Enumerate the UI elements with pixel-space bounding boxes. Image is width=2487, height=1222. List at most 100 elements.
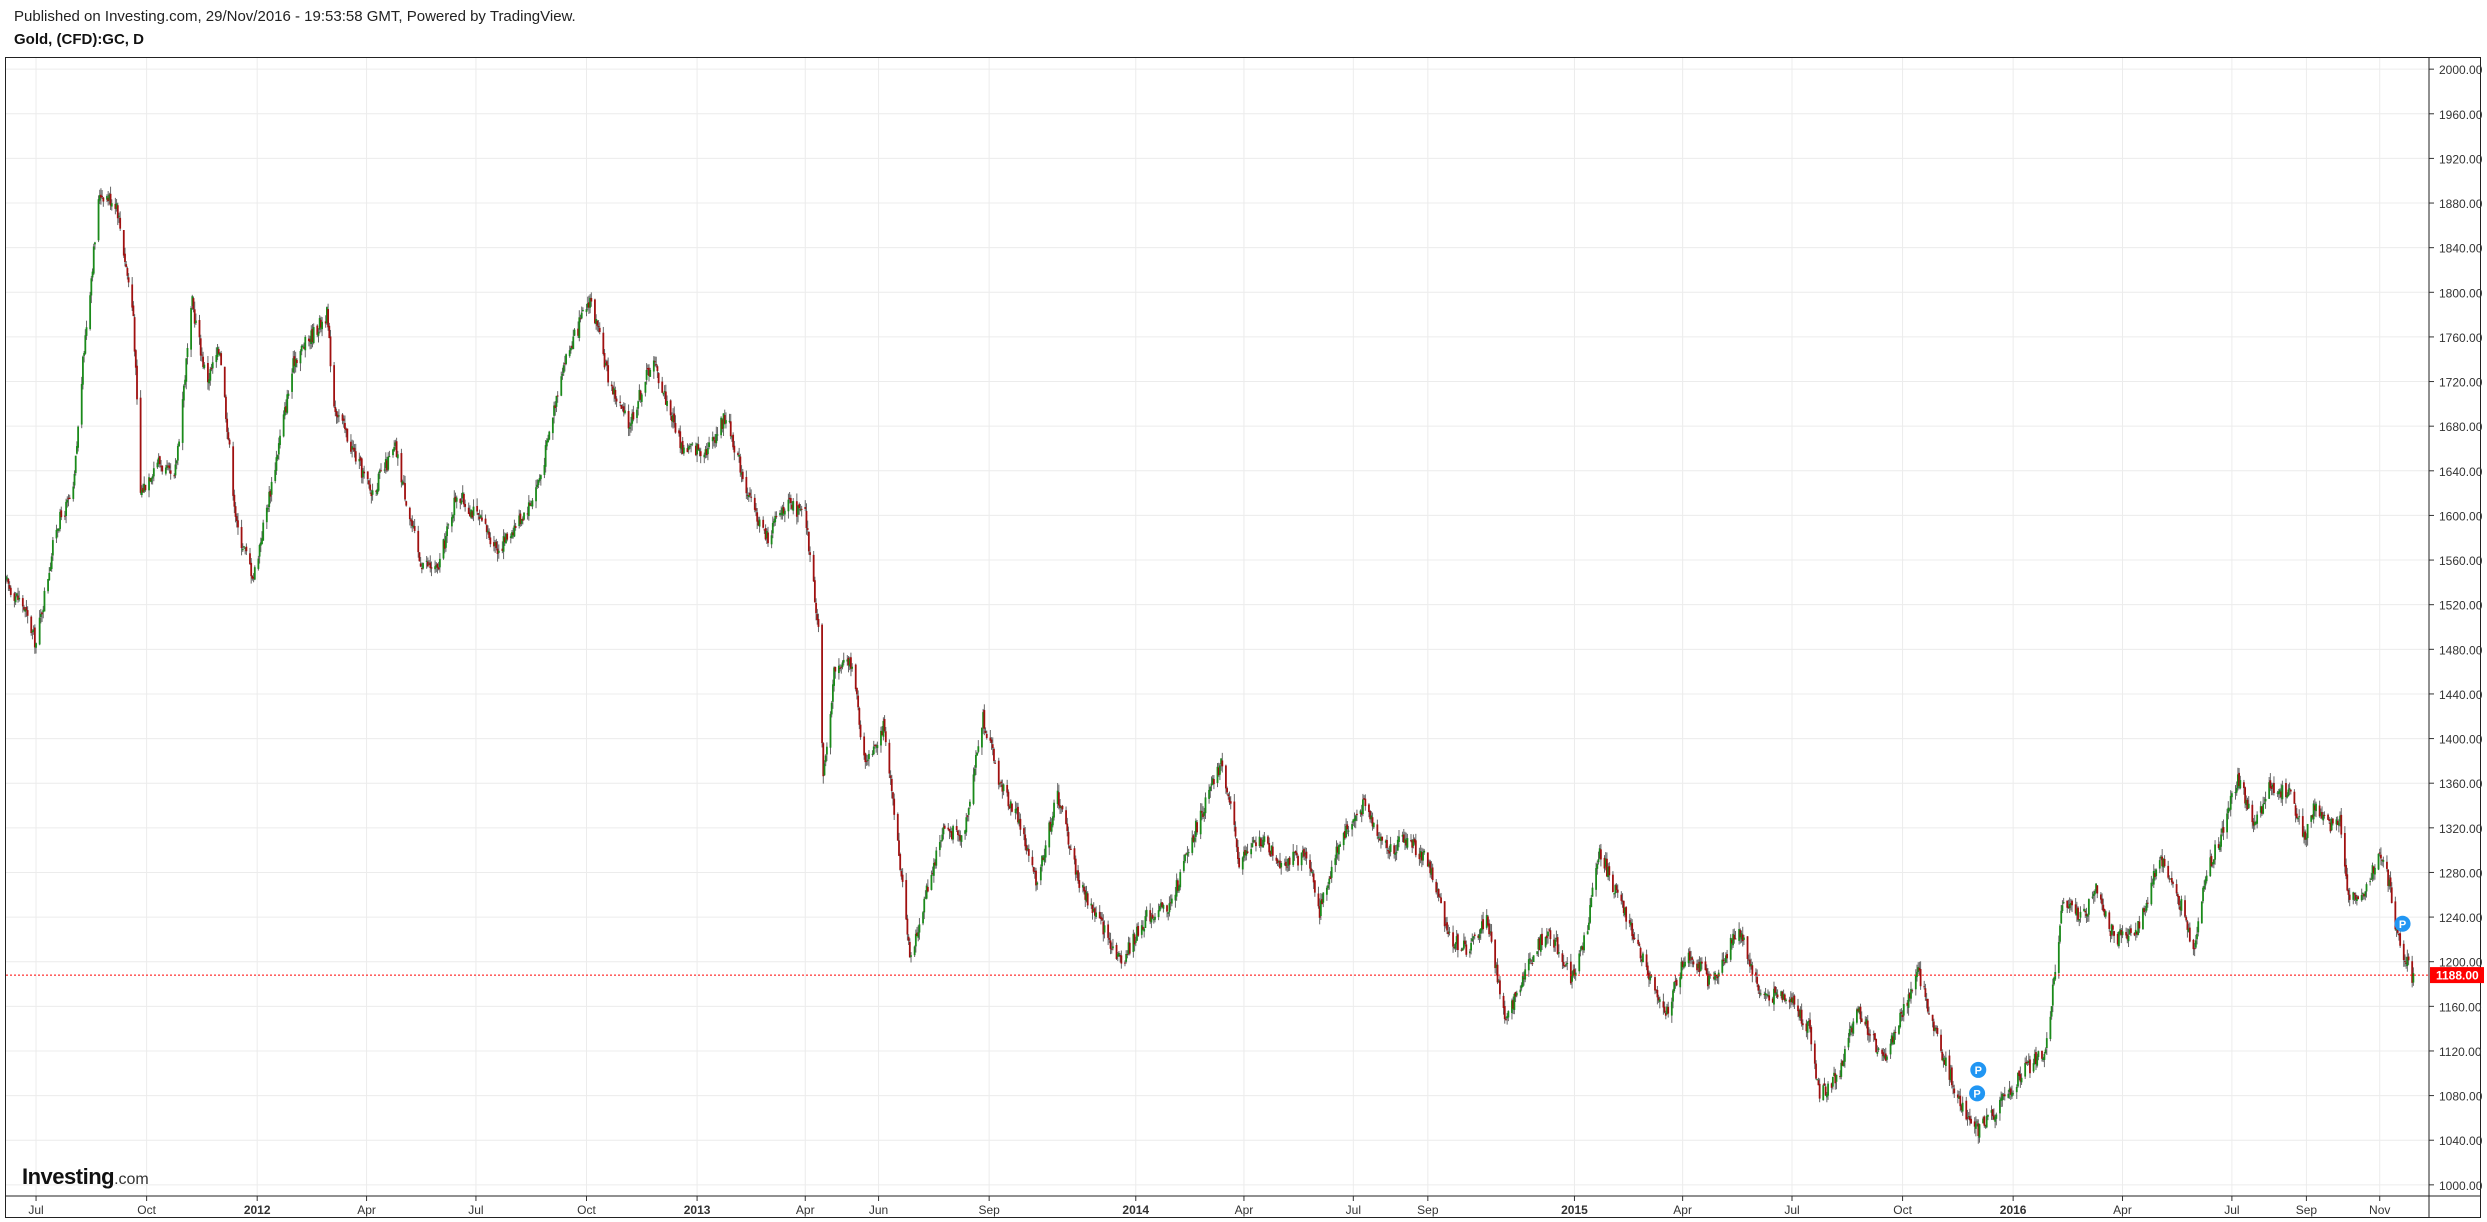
- candle-body: [392, 449, 394, 456]
- candle-body: [1276, 859, 1279, 864]
- event-marker[interactable]: P: [1969, 1085, 1986, 1102]
- event-marker-circle[interactable]: [1970, 1061, 1987, 1078]
- candle-body: [1630, 922, 1632, 926]
- candle-body: [1723, 962, 1726, 964]
- candle-body: [1208, 789, 1210, 799]
- candle-body: [102, 197, 105, 202]
- candle-body: [523, 512, 525, 520]
- x-tick-label: Jul: [28, 1203, 43, 1217]
- candle-body: [1041, 855, 1043, 867]
- event-marker-circle[interactable]: [1969, 1085, 1986, 1102]
- candle-body: [1468, 951, 1471, 954]
- candle-body: [142, 487, 144, 493]
- candle-body: [1270, 845, 1273, 855]
- candle-body: [1645, 954, 1648, 968]
- candle-body: [1682, 964, 1685, 968]
- candle-body: [1907, 994, 1910, 1008]
- event-markers[interactable]: PPP: [1969, 915, 2411, 1102]
- candle-body: [1443, 901, 1446, 927]
- candle-body: [1068, 846, 1071, 849]
- candle-body: [2259, 806, 2262, 813]
- candle-body: [1687, 952, 1690, 964]
- candle-body: [1356, 813, 1358, 816]
- candle-body: [1024, 834, 1027, 847]
- candle-body: [2054, 971, 2057, 980]
- candle-body: [1225, 765, 1227, 789]
- candle-body: [2083, 908, 2085, 912]
- candle-body: [2143, 908, 2146, 913]
- event-marker[interactable]: P: [1970, 1061, 1987, 1078]
- candle-body: [258, 544, 261, 557]
- candle-body: [1658, 999, 1661, 1002]
- candle-body: [13, 593, 16, 601]
- candle-body: [1673, 982, 1676, 992]
- candle-body: [750, 496, 753, 498]
- candle-body: [1125, 953, 1128, 962]
- candle-body: [265, 507, 268, 523]
- event-marker[interactable]: P: [2394, 915, 2411, 932]
- x-tick-label: Jul: [1784, 1203, 1799, 1217]
- candle-body: [2315, 803, 2317, 812]
- candle-body: [2008, 1088, 2011, 1093]
- candle-body: [1191, 837, 1194, 853]
- candle-body: [1370, 815, 1373, 820]
- candle-body: [1000, 781, 1003, 784]
- candle-body: [18, 597, 21, 600]
- candle-body: [984, 730, 987, 734]
- candle-body: [851, 666, 854, 669]
- candle-body: [2377, 853, 2380, 870]
- candle-body: [1667, 1006, 1670, 1014]
- candle-body: [336, 414, 339, 418]
- candle-body: [753, 497, 756, 510]
- candle-body: [1622, 900, 1625, 914]
- grid-lines: [6, 58, 2429, 1196]
- candle-body: [2270, 786, 2273, 789]
- candle-body: [2294, 805, 2297, 816]
- candle-body: [447, 524, 450, 526]
- candle-body: [1928, 1013, 1930, 1015]
- candle-body: [1530, 960, 1533, 962]
- candle-body: [1465, 944, 1468, 955]
- candle-body: [1286, 866, 1289, 868]
- candle-body: [25, 606, 28, 611]
- candle-body: [161, 465, 164, 472]
- candle-body: [1413, 838, 1416, 843]
- candle-body: [333, 365, 336, 407]
- x-tick-label: 2012: [244, 1203, 271, 1217]
- candle-body: [1252, 840, 1255, 843]
- candle-body: [1918, 967, 1921, 971]
- candle-body: [1807, 1020, 1810, 1023]
- candle-body: [1899, 1012, 1902, 1028]
- candle-body: [201, 354, 203, 356]
- candle-body: [1319, 900, 1322, 917]
- candle-body: [1674, 980, 1677, 982]
- candle-body: [1275, 857, 1278, 861]
- candle-body: [2286, 795, 2289, 798]
- candle-body: [822, 743, 825, 777]
- candle-body: [1250, 849, 1253, 855]
- candle-body: [335, 410, 338, 417]
- candle-body: [1035, 870, 1037, 886]
- candle-body: [83, 353, 86, 356]
- candle-body: [2167, 865, 2170, 878]
- candle-body: [1776, 994, 1779, 998]
- candle-body: [556, 395, 559, 397]
- candle-body: [1561, 953, 1564, 963]
- candle-body: [1086, 893, 1089, 906]
- candle-body: [2221, 828, 2224, 833]
- candle-body: [1435, 881, 1438, 893]
- candle-body: [922, 912, 924, 924]
- candle-body: [2128, 929, 2131, 935]
- candle-body: [309, 339, 311, 343]
- event-marker-circle[interactable]: [2394, 915, 2411, 932]
- candle-body: [1763, 994, 1766, 996]
- candle-body: [1271, 846, 1274, 856]
- candle-body: [292, 358, 295, 373]
- candle-body: [1343, 831, 1346, 839]
- candle-body: [1473, 934, 1476, 937]
- candle-body: [1175, 880, 1178, 897]
- candle-body: [393, 446, 396, 451]
- candle-body: [1978, 1124, 1981, 1138]
- candle-body: [413, 525, 416, 531]
